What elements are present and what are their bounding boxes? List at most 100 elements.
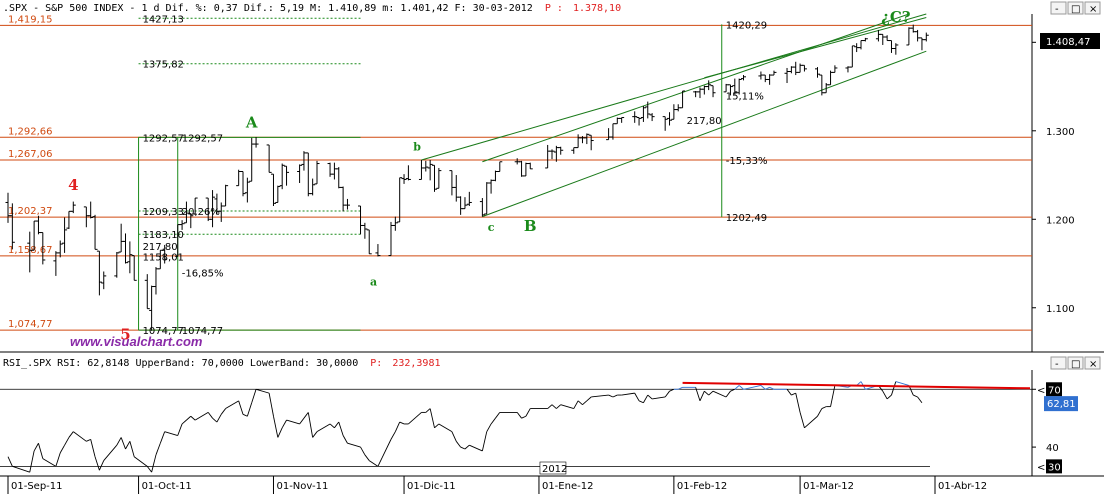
rsi-segment xyxy=(347,442,361,448)
rsi-segment xyxy=(64,437,70,446)
rsi-segment xyxy=(516,412,522,419)
annotation-label: 217,80 xyxy=(143,242,178,253)
x-tick-label: 01-Nov-11 xyxy=(276,481,328,492)
close-icon: × xyxy=(1089,4,1097,15)
price-bar xyxy=(57,240,63,258)
price-bar xyxy=(144,274,150,310)
close-button[interactable] xyxy=(1084,1,1101,15)
rsi-segment xyxy=(38,443,44,459)
rsi-segment xyxy=(399,421,405,425)
rsi-segment xyxy=(817,408,823,417)
price-bar xyxy=(62,217,68,253)
rsi-segment xyxy=(704,390,709,396)
price-bar xyxy=(693,90,699,98)
x-tick-label: 01-Abr-12 xyxy=(938,481,987,492)
price-bar xyxy=(418,159,424,180)
price-bar xyxy=(832,65,838,73)
channel-lines xyxy=(421,13,927,218)
rsi-minimize-icon: - xyxy=(1055,359,1059,370)
wave-label: A xyxy=(245,113,258,131)
y-tick-label: 1.100 xyxy=(1046,304,1075,315)
price-bar xyxy=(788,66,794,74)
rsi-segment xyxy=(360,446,366,456)
current-price-text: 1.408,47 xyxy=(1046,37,1091,48)
rsi-segment xyxy=(786,389,792,396)
price-bar xyxy=(423,160,429,172)
price-bar xyxy=(880,33,886,45)
rsi-upper-badge xyxy=(1046,382,1062,397)
maximize-button[interactable] xyxy=(1067,1,1084,15)
price-bar xyxy=(344,198,350,210)
level-label: 1,419,15 xyxy=(8,14,53,25)
rsi-segment xyxy=(164,431,178,436)
price-bar xyxy=(762,74,768,83)
level-label: 1,292,66 xyxy=(8,126,53,137)
rsi-segment xyxy=(342,435,348,444)
rsi-segment xyxy=(98,460,105,471)
wave-label: B xyxy=(524,217,537,235)
rsi-segment xyxy=(429,408,435,428)
rsi-segment xyxy=(68,431,74,438)
channel-line xyxy=(421,13,927,161)
price-bar xyxy=(619,117,625,123)
price-bar xyxy=(210,190,216,228)
price-bar xyxy=(523,162,529,177)
rsi-segment xyxy=(59,444,65,454)
price-bar xyxy=(358,205,364,235)
price-bar xyxy=(784,67,790,84)
price-bar xyxy=(331,162,337,180)
price-bar xyxy=(284,165,290,186)
wave-labels: 4 5 Aa b c B ¿C? xyxy=(68,8,911,344)
rsi-segment xyxy=(638,400,644,404)
price-bar xyxy=(236,169,242,187)
rsi-segment xyxy=(556,404,562,409)
rsi-current-badge-text: 62,81 xyxy=(1047,399,1076,410)
rsi-segment xyxy=(490,417,496,425)
price-bar xyxy=(771,70,777,76)
price-bar xyxy=(553,145,559,162)
price-bar xyxy=(732,78,738,95)
watermark: www.visualchart.com xyxy=(70,334,203,349)
rsi-upper-badge-text: 70 xyxy=(1048,385,1061,396)
price-bar xyxy=(858,40,864,50)
x-tick-label: 01-Mar-12 xyxy=(803,481,854,492)
rsi-segment xyxy=(652,396,666,400)
rsi-segment xyxy=(643,394,649,403)
rsi-segment xyxy=(33,443,39,452)
rsi-segment xyxy=(455,441,461,448)
rsi-segment xyxy=(469,444,483,452)
minimize-button[interactable] xyxy=(1050,1,1067,15)
price-bar xyxy=(275,185,281,203)
rsi-segment xyxy=(560,404,574,409)
rsi-segment xyxy=(495,412,501,419)
price-bar xyxy=(588,134,594,151)
rsi-segment xyxy=(913,394,918,398)
main-header-text: .SPX - S&P 500 INDEX - 1 d Dif. %: 0,37 … xyxy=(3,3,533,14)
rsi-close-button[interactable] xyxy=(1084,356,1101,370)
rsi-segment xyxy=(281,419,287,429)
price-bar xyxy=(527,162,533,170)
channel-line xyxy=(482,50,927,218)
rsi-segment xyxy=(394,421,401,432)
price-bar xyxy=(453,175,459,202)
price-bar xyxy=(162,244,168,264)
rsi-y-tick-label: 40 xyxy=(1046,443,1059,454)
price-bar xyxy=(449,170,455,196)
rsi-segment xyxy=(669,388,675,392)
rsi-segment xyxy=(299,417,305,425)
rsi-segment xyxy=(7,456,13,467)
x-tick-label: 01-Oct-11 xyxy=(142,481,192,492)
rsi-segment xyxy=(390,431,396,440)
price-bar xyxy=(458,196,464,215)
annotation-label: 217,80 xyxy=(687,116,722,127)
rsi-minimize-button[interactable] xyxy=(1050,356,1067,370)
rsi-close-icon: × xyxy=(1089,359,1097,370)
rsi-segment xyxy=(821,406,827,409)
annotation-label: 1209,33 xyxy=(143,207,184,218)
rsi-maximize-button[interactable] xyxy=(1067,356,1084,370)
price-bar xyxy=(741,75,747,81)
price-bar xyxy=(584,133,590,145)
price-bar xyxy=(397,177,403,223)
maximize-icon: □ xyxy=(1071,4,1080,15)
price-bar xyxy=(305,152,311,197)
